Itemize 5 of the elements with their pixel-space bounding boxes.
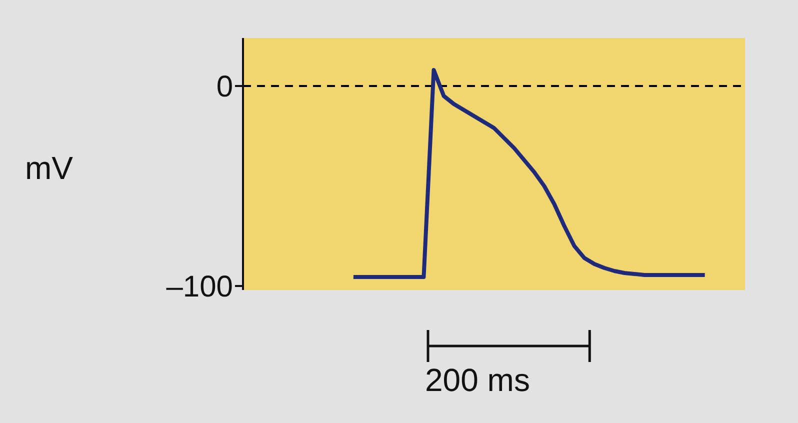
y-tick-label: 0 bbox=[216, 70, 233, 104]
y-tick-label: –100 bbox=[166, 270, 233, 304]
y-axis-title: mV bbox=[25, 150, 73, 187]
text: 200 ms bbox=[425, 362, 530, 399]
line-series bbox=[351, 68, 707, 279]
